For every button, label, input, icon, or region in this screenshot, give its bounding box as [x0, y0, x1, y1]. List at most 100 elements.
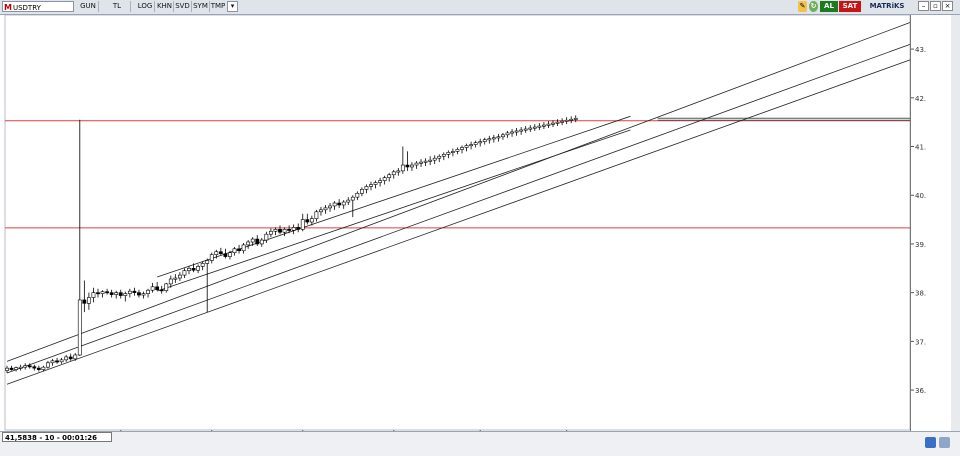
trend-channel-line-1	[6, 43, 911, 374]
candle-body-52	[241, 244, 246, 252]
candle-body-1	[9, 367, 14, 370]
chart-settings-icon[interactable]	[925, 437, 936, 448]
dropdown-arrow-icon[interactable]: ▾	[227, 1, 238, 12]
candle-body-7	[36, 367, 41, 370]
candle-body-118	[541, 124, 546, 127]
symbol-prefix: M	[4, 3, 12, 12]
candle-body-13	[64, 356, 69, 361]
candle-body-17	[82, 299, 87, 304]
candle-body-9	[46, 362, 50, 368]
y-tick-label-4: 40.	[915, 192, 926, 200]
svd-button[interactable]: SVD	[174, 1, 192, 12]
candle-body-41	[191, 267, 196, 271]
candle-body-107	[491, 137, 496, 140]
candle-body-73	[337, 202, 342, 206]
candle-body-37	[173, 277, 178, 280]
candle-body-40	[187, 267, 191, 272]
brand-logo: MATRiKS	[869, 2, 905, 10]
candle-body-46	[214, 251, 219, 255]
khn-button[interactable]: KHN	[156, 1, 174, 12]
close-icon[interactable]: ×	[942, 1, 953, 11]
minimize-icon[interactable]: –	[918, 1, 929, 11]
symbol-selector[interactable]: MUSDTRY	[2, 1, 74, 12]
info-icon[interactable]	[939, 437, 950, 448]
buy-button[interactable]: AL	[820, 1, 838, 12]
candle-body-16	[77, 299, 82, 356]
candle-body-32	[150, 286, 155, 291]
candle-body-30	[141, 293, 146, 296]
candle-body-89	[410, 164, 414, 168]
sell-button[interactable]: SAT	[839, 1, 861, 12]
candle-body-34	[159, 289, 164, 292]
candle-body-12	[59, 359, 64, 363]
candle-body-0	[5, 367, 9, 371]
candle-body-57	[264, 233, 269, 241]
restore-icon[interactable]: ▫	[930, 1, 941, 11]
candle-body-104	[478, 141, 483, 144]
candle-body-61	[282, 229, 287, 233]
log-button[interactable]: LOG	[136, 1, 155, 12]
candle-body-106	[487, 138, 492, 141]
vertical-scrollbar[interactable]	[951, 14, 960, 431]
candle-body-31	[146, 289, 150, 294]
candle-body-123	[564, 119, 569, 122]
candle-body-45	[209, 254, 214, 261]
candle-body-22	[105, 291, 110, 294]
candle-body-63	[291, 227, 296, 231]
candle-body-93	[428, 159, 433, 162]
candle-body-29	[137, 292, 141, 296]
candle-body-101	[464, 145, 469, 148]
candle-body-112	[514, 130, 519, 133]
price-readout: 41,5838 - 10 - 00:01:26	[2, 432, 112, 442]
y-tick-label-5: 41.	[915, 144, 926, 152]
gun-button[interactable]: GUN	[78, 1, 99, 12]
candle-body-72	[332, 202, 337, 207]
candle-body-74	[341, 201, 346, 206]
tl-button[interactable]: TL	[104, 1, 131, 12]
candle-body-77	[355, 192, 360, 198]
candle-body-69	[319, 209, 323, 213]
candle-body-55	[255, 238, 260, 245]
candle-body-54	[250, 238, 255, 243]
price-axis-divider	[910, 14, 911, 431]
refresh-icon[interactable]: ↻	[809, 1, 818, 12]
tmp-button[interactable]: TMP	[210, 2, 226, 10]
candle-body-4	[23, 365, 28, 368]
candle-body-71	[328, 205, 332, 209]
candle-body-27	[127, 290, 132, 294]
candle-body-20	[96, 292, 100, 295]
candle-body-95	[437, 155, 442, 159]
edit-icon[interactable]: ✎	[798, 1, 807, 12]
candle-body-36	[168, 278, 173, 285]
chart-toolbar: MUSDTRY GUN TL LOG KHN SVD SYM TMP ▾ ✎ ↻…	[0, 0, 960, 15]
candle-body-19	[91, 292, 96, 298]
y-tick-label-2: 38.	[915, 290, 926, 298]
candle-body-5	[27, 365, 32, 368]
candle-body-47	[218, 251, 223, 254]
candle-body-8	[41, 366, 46, 370]
candle-body-119	[546, 123, 551, 126]
candle-body-18	[87, 297, 91, 304]
candle-body-91	[419, 161, 423, 164]
candle-body-103	[473, 142, 478, 145]
candle-body-82	[378, 180, 383, 183]
candle-body-97	[446, 152, 451, 155]
candle-body-122	[560, 120, 565, 123]
candle-body-24	[114, 292, 119, 295]
candle-body-60	[278, 229, 282, 233]
candle-body-79	[364, 186, 369, 190]
candle-body-120	[551, 122, 555, 125]
candle-body-84	[387, 174, 392, 178]
candle-body-96	[441, 154, 446, 157]
candle-body-102	[469, 144, 474, 147]
candle-body-6	[32, 366, 37, 369]
candle-body-70	[323, 207, 328, 211]
candle-body-109	[501, 134, 505, 138]
candle-body-39	[182, 270, 187, 276]
symbol-label: USDTRY	[12, 4, 41, 12]
candle-body-98	[450, 151, 455, 153]
candle-body-92	[423, 160, 428, 163]
sym-button[interactable]: SYM	[192, 1, 210, 12]
candle-body-86	[396, 170, 401, 173]
